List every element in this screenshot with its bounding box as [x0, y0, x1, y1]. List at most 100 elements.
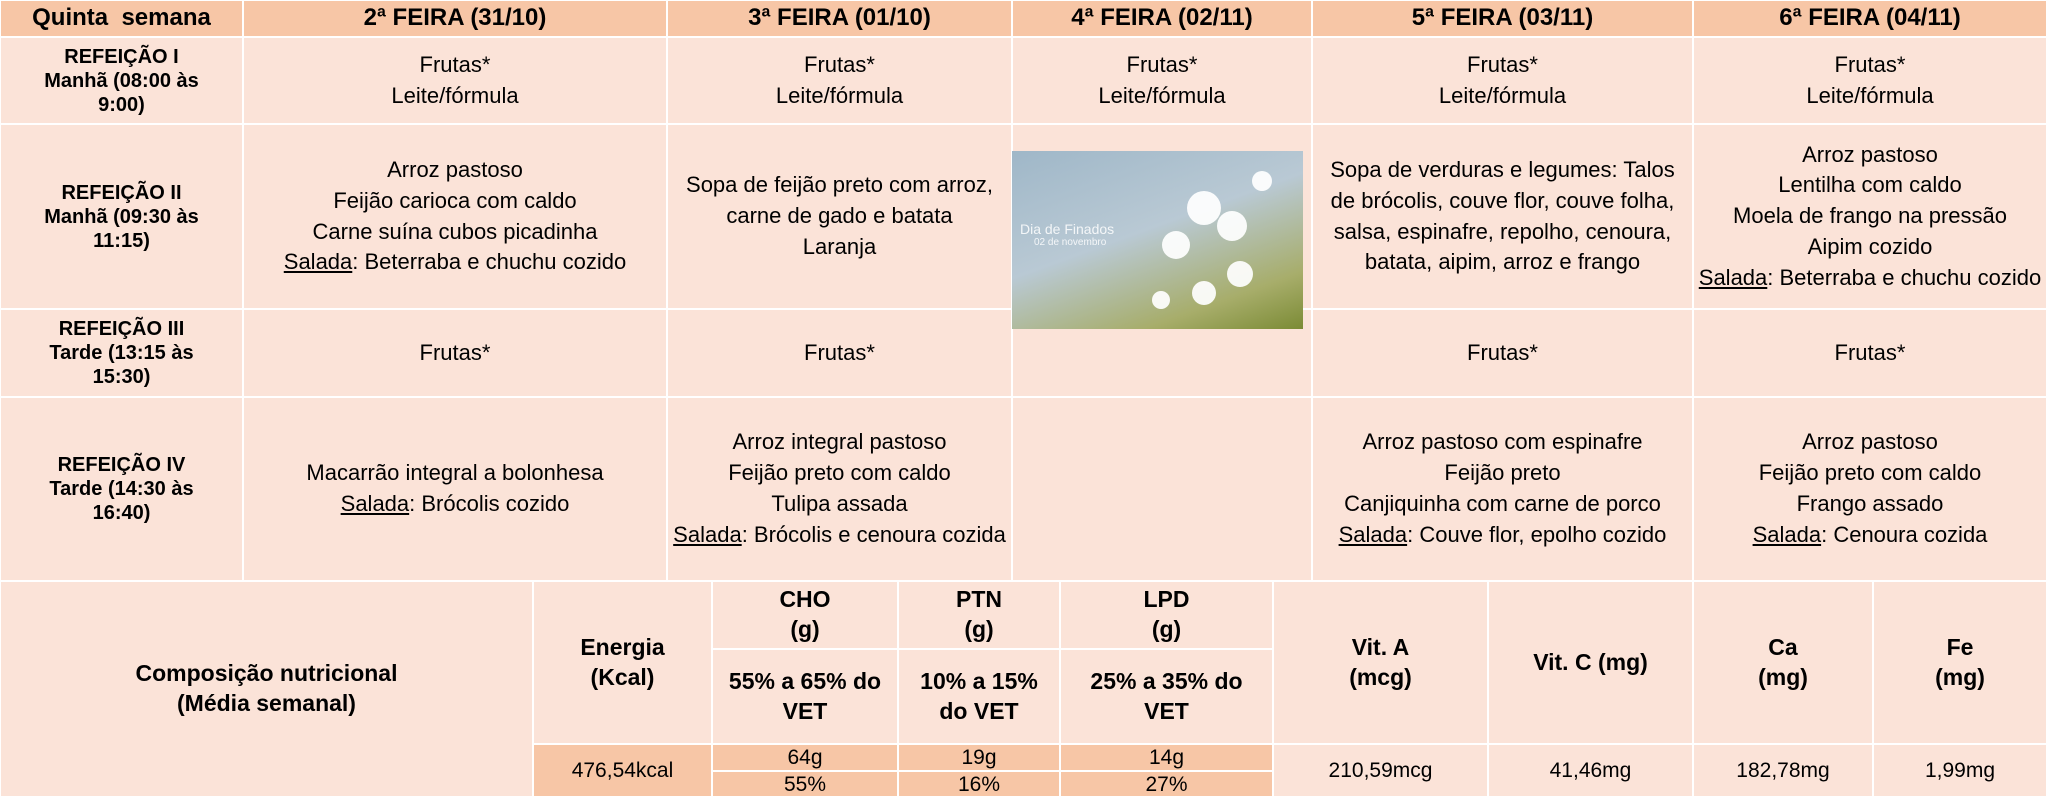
menu-line: Arroz pastoso [1802, 427, 1938, 458]
menu-line: Leite/fórmula [776, 81, 903, 112]
header-cell: 4ª FEIRA (02/11) [1012, 0, 1312, 37]
holiday-image: Dia de Finados 02 de novembro [1012, 151, 1303, 329]
menu-line: Leite/fórmula [1439, 81, 1566, 112]
menu-line: Arroz pastoso [387, 155, 523, 186]
menu-line: Leite/fórmula [391, 81, 518, 112]
menu-text: Frutas* [1467, 51, 1538, 77]
nutrient-range: 10% a 15% do VET [898, 649, 1060, 744]
nutrient-value-text: 16% [957, 772, 1001, 796]
menu-text: Tulipa assada [771, 491, 908, 516]
nutrient-name-line: (mg) [1758, 663, 1808, 690]
nutrient-name: Vit. A (mcg) [1273, 581, 1488, 744]
menu-text: Macarrão integral a bolonhesa [306, 460, 604, 486]
nutrient-value-text: 27% [1145, 772, 1188, 796]
menu-line: Frutas* [1127, 50, 1198, 81]
menu-text: Arroz pastoso [1802, 141, 1938, 167]
menu-text: : Brócolis cozido [409, 491, 570, 516]
menu-cell: Arroz pastoso Feijão carioca com caldo Car… [243, 124, 667, 309]
header-cell: 6ª FEIRA (04/11) [1693, 0, 2047, 37]
nutrient-name: CHO (g) [712, 581, 898, 649]
nutrient-name-line: Ca [1768, 633, 1798, 660]
menu-cell: Sopa de verduras e legumes: Talos de bró… [1312, 124, 1693, 309]
menu-text: Frutas* [419, 339, 491, 365]
meal-label: REFEIÇÃO III Tarde (13:15 às 15:30) [0, 309, 243, 397]
menu-line: Aipim cozido [1808, 232, 1933, 263]
nutrient-value: 19g [898, 744, 1060, 771]
nutrient-value: 182,78mg [1693, 744, 1873, 797]
image-title: Dia de Finados [1020, 221, 1115, 237]
menu-cell: Arroz pastoso Feijão preto com caldo Frang… [1693, 397, 2047, 581]
nutrient-value-text: 55% [783, 772, 827, 796]
nutrient-range-text: 55% a 65% do VET [728, 667, 882, 724]
menu-text: : Beterraba e chuchu cozido [352, 249, 627, 275]
menu-text: Frutas* [1834, 51, 1906, 77]
nutrient-value: 41,46mg [1488, 744, 1693, 797]
header-corner: Quinta semana [32, 4, 211, 32]
menu-line: Carne suína cubos picadinha [313, 217, 598, 248]
nutrient-value: 64g [712, 744, 898, 771]
nutrient-name-line: (g) [790, 616, 820, 642]
flower [1217, 211, 1247, 241]
nutrient-name: Vit. C (mg) [1488, 581, 1693, 744]
menu-line: Macarrão integral a bolonhesa [306, 458, 603, 489]
nutrient-value-text: 64g [787, 746, 823, 769]
menu-line: Salada: Couve flor, epolho cozido [1339, 520, 1667, 551]
meal-label: REFEIÇÃO IV Tarde (14:30 às 16:40) [0, 397, 243, 581]
menu-line: Frutas* [1835, 50, 1906, 81]
nutrient-name-line: (mcg) [1349, 663, 1412, 690]
menu-text: Feijão carioca com caldo [333, 187, 577, 213]
nutrient-name-line: (mg) [1935, 663, 1985, 690]
nutrient-value: 1,99mg [1873, 744, 2047, 797]
nutrient-name: Ca (mg) [1693, 581, 1873, 744]
menu-cell [1012, 397, 1312, 581]
meal-label-line: 16:40) [92, 502, 151, 524]
menu-text: Feijão preto [1444, 460, 1561, 486]
menu-line: Feijão preto com caldo [728, 458, 951, 489]
menu-line: Feijão preto [1444, 458, 1560, 489]
menu-text: Leite/fórmula [391, 82, 519, 108]
menu-line: Lentilha com caldo [1778, 170, 1961, 201]
meal-label-line: 11:15) [93, 229, 150, 252]
menu-cell: Frutas* [667, 309, 1012, 397]
meal-label-line: 9:00) [98, 93, 145, 116]
nutrient-value: 476,54kcal [533, 744, 712, 797]
menu-line: Feijão preto com caldo [1759, 458, 1982, 489]
menu-cell: Frutas* [243, 309, 667, 397]
nutrient-name-line: Vit. C (mg) [1533, 648, 1648, 675]
menu-text: Aipim cozido [1807, 233, 1933, 259]
menu-line: Salada: Brócolis cozido [341, 489, 570, 520]
menu-line: Sopa de feijão preto com arroz, carne de… [672, 170, 1007, 232]
nutrient-name-line: Vit. A [1351, 633, 1410, 660]
header-cell: 5ª FEIRA (03/11) [1312, 0, 1693, 37]
nutrient-name: LPD (g) [1060, 581, 1273, 649]
meal-label-line: REFEIÇÃO II [61, 181, 182, 204]
menu-text: Feijão preto com caldo [1758, 460, 1982, 486]
nutrient-name-line: (Kcal) [590, 663, 655, 690]
menu-cell: Arroz pastoso com espinafre Feijão preto C… [1312, 397, 1693, 581]
menu-text: Moela de frango na pressão [1733, 203, 2007, 229]
day-heading: 2ª FEIRA (31/10) [363, 4, 547, 32]
underlined-word: Salada [673, 521, 742, 547]
nutrient-name-line: CHO [779, 586, 831, 613]
nutrient-value-text: 14g [1148, 746, 1185, 769]
flower [1227, 261, 1253, 287]
menu-line: Arroz integral pastoso [733, 427, 947, 458]
nutrient-value-text: 182,78mg [1736, 759, 1830, 782]
day-heading: 3ª FEIRA (01/10) [748, 4, 931, 32]
nutrition-title: Composição nutricional (Média semanal) [0, 581, 533, 797]
nutrition-title-line: (Média semanal) [177, 690, 356, 716]
menu-text: : Couve flor, epolho cozido [1407, 521, 1667, 547]
underlined-word: Salada [283, 249, 353, 275]
meal-label-line: REFEIÇÃO I [64, 45, 179, 68]
nutrient-name-line: Fe [1946, 633, 1974, 660]
underlined-word: Salada [340, 491, 410, 516]
menu-text: Arroz pastoso com espinafre [1362, 429, 1643, 455]
header-cell: 3ª FEIRA (01/10) [667, 0, 1012, 37]
meal-label-line: 15:30) [92, 366, 151, 388]
menu-text: Lentilha com caldo [1778, 172, 1962, 198]
flower [1252, 171, 1272, 191]
menu-text: Carne suína cubos picadinha [312, 218, 598, 244]
menu-line: Frango assado [1797, 489, 1944, 520]
menu-cell: Sopa de feijão preto com arroz, carne de… [667, 124, 1012, 309]
nutrient-name: Fe (mg) [1873, 581, 2047, 744]
